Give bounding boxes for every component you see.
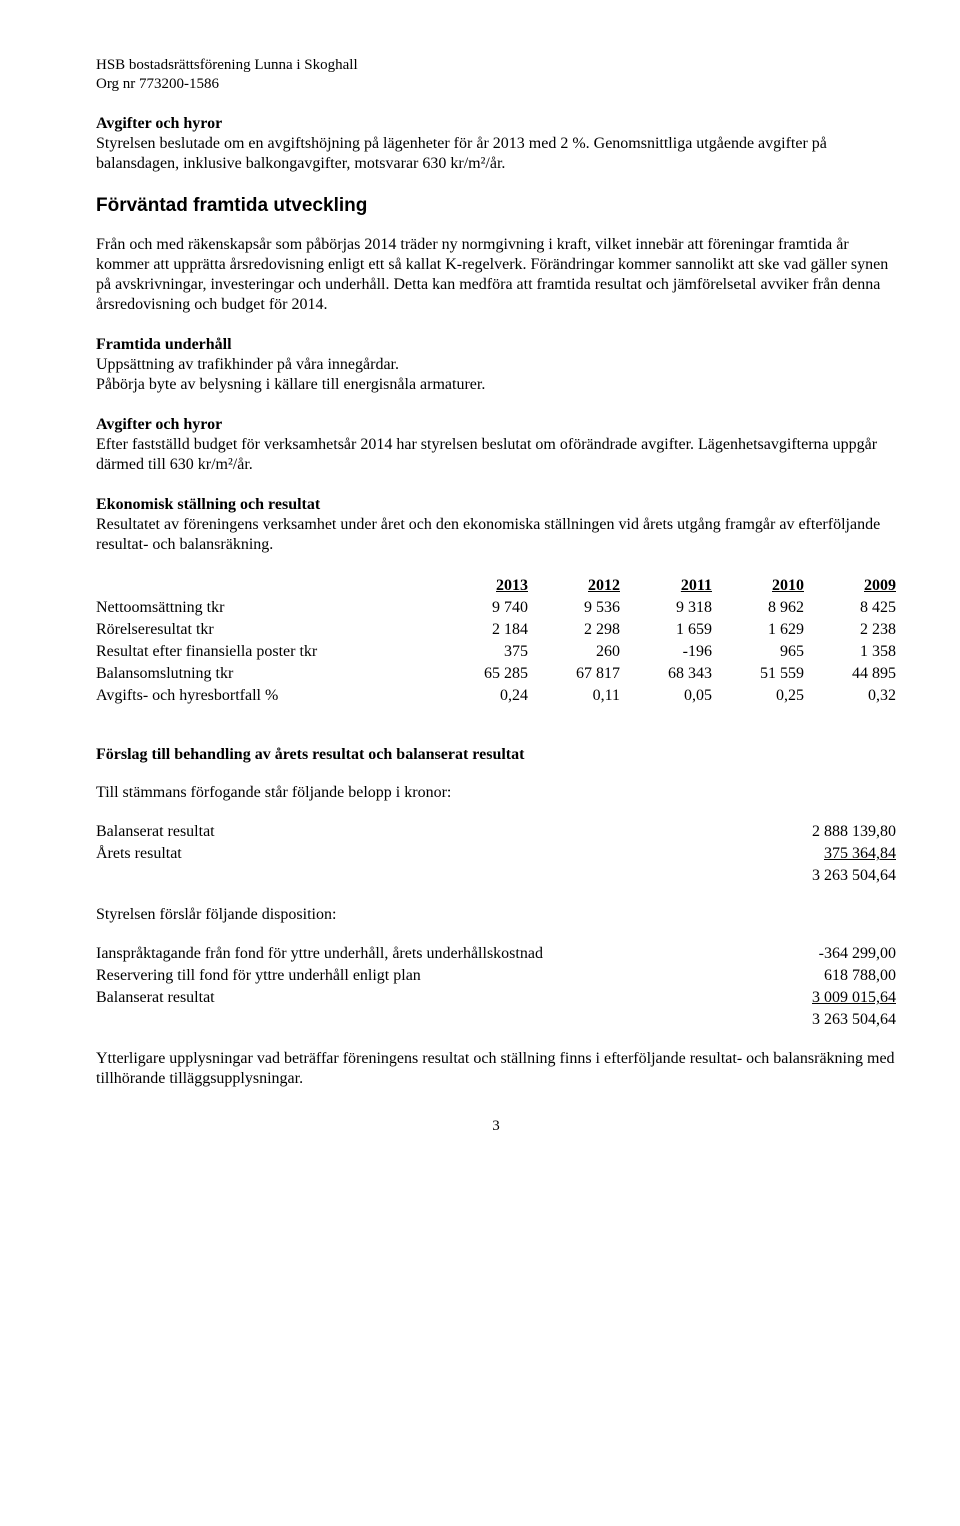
financial-table: 2013 2012 2011 2010 2009 Nettoomsättning… bbox=[96, 575, 896, 707]
cell-value: 2 298 bbox=[528, 619, 620, 641]
cell-value: 9 536 bbox=[528, 597, 620, 619]
section-forslag: Förslag till behandling av årets resulta… bbox=[96, 745, 896, 1031]
cell-value: 0,32 bbox=[804, 685, 896, 707]
dispo-row: 3 263 504,64 bbox=[96, 865, 896, 887]
cell-value: 0,11 bbox=[528, 685, 620, 707]
dispo-value: 3 009 015,64 bbox=[769, 987, 896, 1009]
section-title: Förväntad framtida utveckling bbox=[96, 194, 896, 218]
section-title: Avgifter och hyror bbox=[96, 114, 896, 134]
cell-value: 2 184 bbox=[436, 619, 528, 641]
cell-value: 0,25 bbox=[712, 685, 804, 707]
cell-value: 65 285 bbox=[436, 663, 528, 685]
row-label: Nettoomsättning tkr bbox=[96, 597, 436, 619]
cell-value: 8 425 bbox=[804, 597, 896, 619]
section-framtida-underhall: Framtida underhåll Uppsättning av trafik… bbox=[96, 335, 896, 395]
cell-value: 9 318 bbox=[620, 597, 712, 619]
table-row: Nettoomsättning tkr9 7409 5369 3188 9628… bbox=[96, 597, 896, 619]
dispo-value: 3 263 504,64 bbox=[564, 865, 896, 887]
year-header: 2013 bbox=[436, 575, 528, 597]
cell-value: 51 559 bbox=[712, 663, 804, 685]
row-label: Rörelseresultat tkr bbox=[96, 619, 436, 641]
section-title: Framtida underhåll bbox=[96, 335, 896, 355]
dispo-row: Ianspråktagande från fond för yttre unde… bbox=[96, 943, 896, 965]
cell-value: 1 358 bbox=[804, 641, 896, 663]
year-header: 2010 bbox=[712, 575, 804, 597]
disposition-mid: Styrelsen förslår följande disposition: bbox=[96, 905, 896, 925]
dispo-row: Balanserat resultat2 888 139,80 bbox=[96, 821, 896, 843]
cell-value: -196 bbox=[620, 641, 712, 663]
section-title: Ekonomisk ställning och resultat bbox=[96, 495, 896, 515]
dispo-value: 2 888 139,80 bbox=[564, 821, 896, 843]
table-row: Balansomslutning tkr65 28567 81768 34351… bbox=[96, 663, 896, 685]
section-forvantad: Förväntad framtida utveckling Från och m… bbox=[96, 194, 896, 316]
dispo-value: 375 364,84 bbox=[564, 843, 896, 865]
line: Påbörja byte av belysning i källare till… bbox=[96, 375, 896, 395]
dispo-row: Balanserat resultat3 009 015,64 bbox=[96, 987, 896, 1009]
year-header-row: 2013 2012 2011 2010 2009 bbox=[96, 575, 896, 597]
section-ekonomisk: Ekonomisk ställning och resultat Resulta… bbox=[96, 495, 896, 555]
closing-paragraph: Ytterligare upplysningar vad beträffar f… bbox=[96, 1049, 896, 1089]
dispo-label: Balanserat resultat bbox=[96, 987, 769, 1009]
row-label: Avgifts- och hyresbortfall % bbox=[96, 685, 436, 707]
dispo-label: Reservering till fond för yttre underhål… bbox=[96, 965, 769, 987]
dispo-value: 3 263 504,64 bbox=[769, 1009, 896, 1031]
financial-data-table: 2013 2012 2011 2010 2009 Nettoomsättning… bbox=[96, 575, 896, 707]
table-row: Avgifts- och hyresbortfall %0,240,110,05… bbox=[96, 685, 896, 707]
cell-value: 9 740 bbox=[436, 597, 528, 619]
disposition-table-1: Balanserat resultat2 888 139,80Årets res… bbox=[96, 821, 896, 887]
section-title: Avgifter och hyror bbox=[96, 415, 896, 435]
doc-header: HSB bostadsrättsförening Lunna i Skoghal… bbox=[96, 56, 896, 94]
section-title: Förslag till behandling av årets resulta… bbox=[96, 745, 896, 765]
table-row: Rörelseresultat tkr2 1842 2981 6591 6292… bbox=[96, 619, 896, 641]
section-body: Från och med räkenskapsår som påbörjas 2… bbox=[96, 235, 896, 315]
cell-value: 965 bbox=[712, 641, 804, 663]
dispo-value: -364 299,00 bbox=[769, 943, 896, 965]
cell-value: 260 bbox=[528, 641, 620, 663]
section-avgifter-1: Avgifter och hyror Styrelsen beslutade o… bbox=[96, 114, 896, 174]
cell-value: 375 bbox=[436, 641, 528, 663]
cell-value: 0,05 bbox=[620, 685, 712, 707]
dispo-label: Årets resultat bbox=[96, 843, 564, 865]
cell-value: 8 962 bbox=[712, 597, 804, 619]
dispo-label: Balanserat resultat bbox=[96, 821, 564, 843]
table-row: Resultat efter finansiella poster tkr375… bbox=[96, 641, 896, 663]
line: Uppsättning av trafikhinder på våra inne… bbox=[96, 355, 896, 375]
cell-value: 67 817 bbox=[528, 663, 620, 685]
row-label: Resultat efter finansiella poster tkr bbox=[96, 641, 436, 663]
disposition-table-2: Ianspråktagande från fond för yttre unde… bbox=[96, 943, 896, 1031]
row-label: Balansomslutning tkr bbox=[96, 663, 436, 685]
cell-value: 44 895 bbox=[804, 663, 896, 685]
cell-value: 0,24 bbox=[436, 685, 528, 707]
dispo-row: Reservering till fond för yttre underhål… bbox=[96, 965, 896, 987]
page-number: 3 bbox=[96, 1117, 896, 1136]
dispo-label: Ianspråktagande från fond för yttre unde… bbox=[96, 943, 769, 965]
org-name: HSB bostadsrättsförening Lunna i Skoghal… bbox=[96, 56, 896, 75]
dispo-row: 3 263 504,64 bbox=[96, 1009, 896, 1031]
empty-header bbox=[96, 575, 436, 597]
dispo-value: 618 788,00 bbox=[769, 965, 896, 987]
section-body: Styrelsen beslutade om en avgiftshöjning… bbox=[96, 134, 896, 174]
cell-value: 68 343 bbox=[620, 663, 712, 685]
year-header: 2012 bbox=[528, 575, 620, 597]
org-nr: Org nr 773200-1586 bbox=[96, 75, 896, 94]
cell-value: 1 659 bbox=[620, 619, 712, 641]
year-header: 2011 bbox=[620, 575, 712, 597]
section-body: Efter fastställd budget för verksamhetså… bbox=[96, 435, 896, 475]
dispo-label bbox=[96, 865, 564, 887]
section-body: Resultatet av föreningens verksamhet und… bbox=[96, 515, 896, 555]
section-avgifter-2: Avgifter och hyror Efter fastställd budg… bbox=[96, 415, 896, 475]
intro: Till stämmans förfogande står följande b… bbox=[96, 783, 896, 803]
cell-value: 2 238 bbox=[804, 619, 896, 641]
cell-value: 1 629 bbox=[712, 619, 804, 641]
dispo-row: Årets resultat375 364,84 bbox=[96, 843, 896, 865]
dispo-label bbox=[96, 1009, 769, 1031]
year-header: 2009 bbox=[804, 575, 896, 597]
